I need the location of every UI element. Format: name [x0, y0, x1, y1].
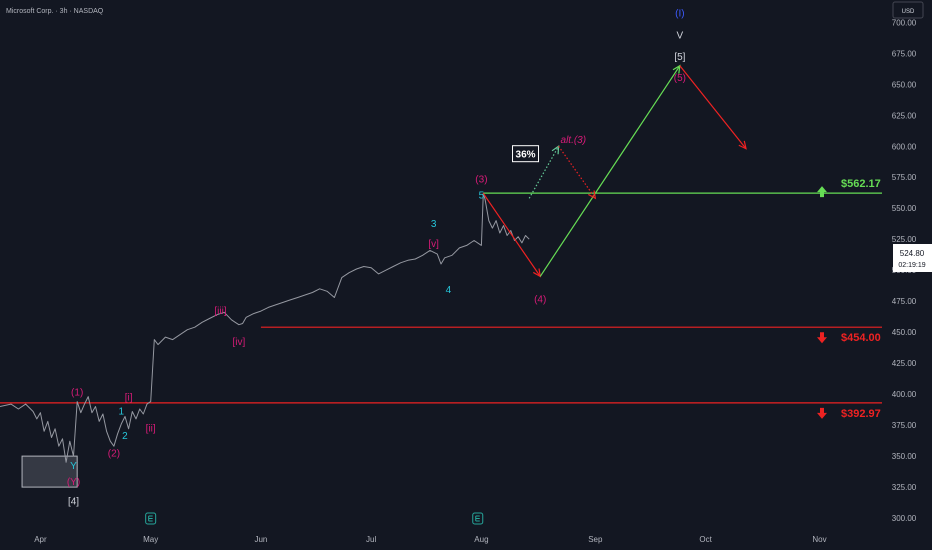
chart-header-title: Microsoft Corp. · 3h · NASDAQ [6, 8, 104, 15]
price-line [0, 192, 530, 463]
wave-label: [iii] [214, 306, 226, 317]
wave-label: Y [70, 461, 77, 472]
level-label-resistance: $562.17 [841, 178, 881, 190]
x-axis[interactable]: Apr May Jun Jul Aug Sep Oct Nov [34, 535, 826, 544]
probability-badge-frame [512, 145, 540, 163]
earnings-event-glyph [148, 515, 153, 522]
down-arrow-icon [817, 407, 827, 419]
y-tick-label: 550.00 [892, 204, 917, 213]
y-tick-label: 675.00 [892, 49, 917, 58]
projection-red-final-head [738, 140, 747, 150]
probability-badge-text: 36% [516, 150, 536, 161]
last-price-value: 524.80 [900, 249, 925, 258]
y-tick-label: 400.00 [892, 390, 917, 399]
wave-label: 5 [479, 191, 485, 202]
wave-label: alt.(3) [561, 135, 587, 146]
y-axis[interactable]: 300.00 325.00 350.00 375.00 400.00 425.00 450.… [892, 18, 917, 523]
y-tick-label: 375.00 [892, 421, 917, 430]
wave-label: (I) [675, 8, 684, 19]
x-tick-label: Sep [588, 535, 603, 544]
y-tick-label: 475.00 [892, 297, 917, 306]
x-tick-label: May [143, 535, 158, 544]
y-tick-label: 325.00 [892, 483, 917, 492]
wave-label: (1) [71, 388, 83, 399]
y-tick-label: 300.00 [892, 514, 917, 523]
price-levels: $562.17 $454.00 $392.97 [0, 178, 882, 420]
last-price-box [893, 244, 932, 272]
wave-label: (Y) [67, 477, 80, 488]
y-tick-label: 425.00 [892, 359, 917, 368]
wave-label: [ii] [146, 424, 156, 435]
projection-red-final [679, 65, 747, 150]
wave-label: [5] [674, 52, 685, 63]
x-tick-label: Jul [366, 535, 376, 544]
wave-label: V [677, 31, 684, 42]
y-tick-label: 575.00 [892, 173, 917, 182]
y-tick-label: 625.00 [892, 111, 917, 120]
x-tick-label: Oct [699, 535, 712, 544]
projection-alt-red [558, 145, 596, 199]
wave-label: (4) [534, 295, 546, 306]
level-label-support-1: $454.00 [841, 332, 881, 344]
wave-labels: (I) V [5] (5) alt.(3) (3) 5 3 [v] 4 (4) [iii] [iv] (1… [67, 8, 686, 507]
last-price-tag: 524.80 02:19:19 [893, 244, 932, 272]
earnings-event-glyph [475, 515, 480, 522]
wave-label: [iv] [232, 337, 245, 348]
wave-label: (5) [674, 73, 686, 84]
y-tick-label: 525.00 [892, 235, 917, 244]
x-tick-label: Apr [34, 535, 47, 544]
wave-label: [4] [68, 497, 79, 508]
wave-label: [i] [125, 393, 133, 404]
wave-label: 2 [122, 431, 128, 442]
currency-button[interactable]: USD [892, 1, 924, 19]
correction-box-layer [21, 455, 78, 488]
wave-label: [v] [428, 239, 439, 250]
projection-alt-green [528, 145, 560, 199]
level-label-support-2: $392.97 [841, 408, 881, 420]
x-tick-label: Jun [254, 535, 267, 544]
y-tick-label: 350.00 [892, 452, 917, 461]
down-arrow-icon [817, 332, 827, 344]
wave-label: (3) [475, 174, 487, 185]
projection-red-down [482, 193, 541, 277]
last-price-countdown: 02:19:19 [898, 262, 925, 269]
y-tick-label: 700.00 [892, 18, 917, 27]
projection-alt-red-head [588, 190, 597, 200]
projection-layer: 36% [482, 64, 747, 278]
currency-label: USD [902, 9, 915, 15]
currency-button-frame [892, 1, 924, 19]
y-tick-label: 450.00 [892, 328, 917, 337]
x-tick-label: Nov [812, 535, 826, 544]
y-tick-label: 650.00 [892, 80, 917, 89]
correction-box [21, 455, 78, 488]
wave-label: 3 [431, 219, 437, 230]
wave-label: 4 [446, 285, 452, 296]
wave-label: 1 [118, 406, 124, 417]
wave-label: (2) [108, 448, 120, 459]
x-tick-label: Aug [474, 535, 488, 544]
price-series-layer [0, 192, 530, 463]
y-tick-label: 600.00 [892, 142, 917, 151]
up-arrow-icon [817, 186, 827, 198]
projection-green-up [539, 65, 681, 277]
earnings-events [145, 512, 484, 525]
